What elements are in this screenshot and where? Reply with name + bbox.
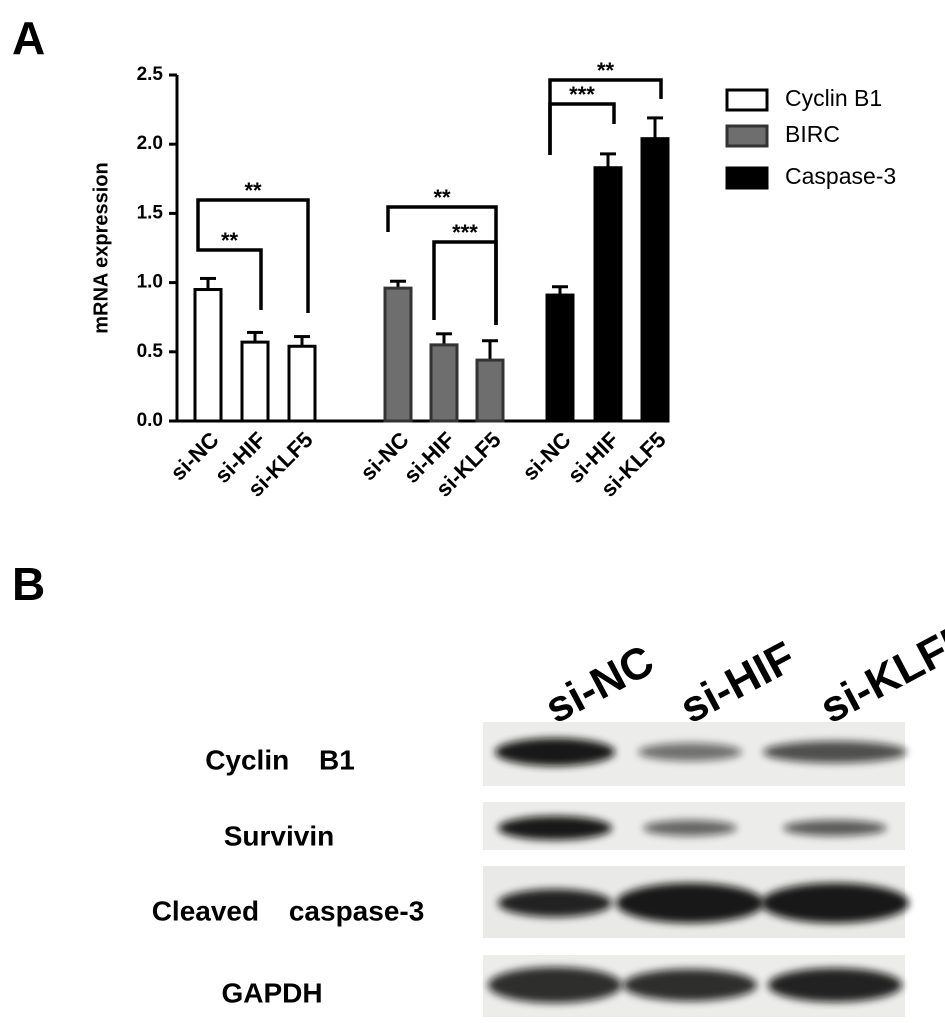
significance-label: *** (569, 82, 595, 107)
significance-bracket (548, 102, 616, 155)
y-tick-label: 1.5 (137, 202, 164, 223)
y-tick-label: 2.5 (137, 64, 164, 85)
significance-bracket (196, 232, 263, 310)
y-axis-label: mRNA expression (90, 162, 112, 334)
blot-band (768, 968, 902, 1002)
bar (287, 344, 317, 423)
blot-band (783, 820, 887, 836)
significance-label: ** (221, 228, 239, 253)
significance-bracket (196, 198, 310, 313)
y-tick-label: 0.5 (137, 341, 164, 362)
row-label: Cyclin B1 (205, 744, 355, 775)
bar (545, 293, 575, 423)
y-tick-label: 0.0 (137, 410, 163, 431)
panel-label: A (12, 12, 45, 64)
bar (475, 358, 505, 423)
legend-swatch (725, 88, 769, 112)
row-label: Cleaved caspase-3 (152, 895, 425, 926)
legend-label: BIRC (785, 121, 840, 147)
legend-label: Cyclin B1 (785, 85, 882, 111)
bar (640, 137, 670, 423)
column-label: si-NC (537, 636, 661, 733)
blot-band (761, 883, 909, 923)
y-tick-label: 2.0 (137, 133, 163, 154)
significance-bracket (548, 78, 663, 155)
column-label: si-HIF (672, 632, 803, 733)
column-label: si-KLF5 (812, 614, 945, 733)
legend-swatch (725, 166, 769, 190)
legend-swatch (725, 124, 769, 148)
bar (383, 286, 413, 423)
bar (593, 166, 623, 423)
significance-bracket (432, 240, 498, 325)
bar (429, 343, 459, 423)
significance-label: *** (452, 220, 478, 245)
blot-band (498, 816, 612, 840)
row-label: Survivin (224, 820, 334, 851)
blot-band (763, 741, 907, 763)
blot-band (495, 738, 615, 766)
blot-band (616, 883, 764, 923)
bar (240, 340, 270, 423)
panel-label: B (12, 558, 45, 610)
row-label: GAPDH (221, 977, 322, 1008)
y-tick-label: 1.0 (137, 272, 163, 293)
blot-band (638, 743, 742, 761)
significance-bracket (386, 205, 498, 325)
legend-label: Caspase-3 (785, 163, 896, 189)
blot-band (643, 820, 737, 836)
blot-band (488, 967, 622, 1003)
bar (193, 288, 223, 423)
significance-label: ** (597, 58, 615, 83)
blot-band (498, 889, 612, 917)
significance-label: ** (433, 185, 451, 210)
blot-band (623, 969, 757, 1001)
x-tick-label: si-NC (517, 427, 575, 485)
significance-label: ** (244, 178, 262, 203)
